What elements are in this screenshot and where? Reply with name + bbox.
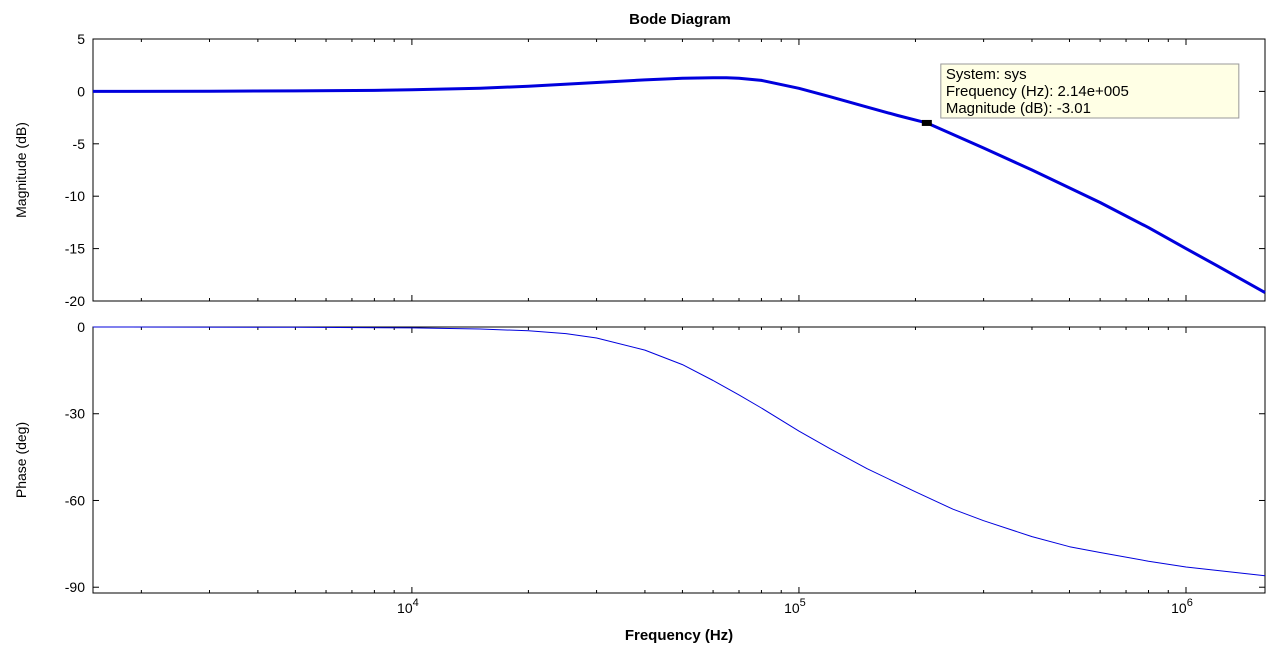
phase-ticks <box>93 326 1265 593</box>
x-tick-labels: 104 105 106 <box>397 597 1193 616</box>
y-tick-label: -5 <box>73 136 86 152</box>
magnitude-ticks <box>93 38 1265 302</box>
y-tick-label: -60 <box>65 492 85 508</box>
x-tick-label: 105 <box>784 597 806 616</box>
magnitude-y-tick-labels: 5 0 -5 -10 -15 -20 <box>65 31 85 309</box>
magnitude-y-axis-label: Magnitude (dB) <box>13 122 29 218</box>
phase-plot-area <box>92 326 1266 594</box>
x-axis-label: Frequency (Hz) <box>625 627 733 644</box>
y-tick-label: -30 <box>65 406 85 422</box>
phase-panel: 0 -30 -60 -90 Phase (deg) <box>13 319 1266 595</box>
y-tick-label: -20 <box>65 293 85 309</box>
phase-curve <box>92 326 1266 577</box>
magnitude-curve <box>92 76 1266 294</box>
datatip-background <box>940 63 1240 119</box>
y-tick-label: 5 <box>77 31 85 47</box>
x-tick-label: 104 <box>397 597 419 616</box>
y-tick-label: -90 <box>65 579 85 595</box>
magnitude-panel: 5 0 -5 -10 -15 -20 Magnitude (dB) System: sys… <box>13 31 1266 309</box>
y-tick-label: -10 <box>65 188 85 204</box>
phase-y-axis-label: Phase (deg) <box>13 422 29 498</box>
datatip-magnitude-line: Magnitude (dB): -3.01 <box>946 100 1091 117</box>
datatip-marker[interactable] <box>921 119 932 126</box>
y-tick-label: 0 <box>77 83 85 99</box>
chart-title: Bode Diagram <box>629 11 731 28</box>
datatip-system-line: System: sys <box>946 66 1027 83</box>
y-tick-label: 0 <box>77 319 85 335</box>
phase-y-tick-labels: 0 -30 -60 -90 <box>65 319 85 595</box>
y-tick-label: -15 <box>65 241 85 257</box>
datatip-box[interactable]: System: sys Frequency (Hz): 2.14e+005 Ma… <box>940 63 1240 119</box>
x-tick-label: 106 <box>1171 597 1193 616</box>
datatip-frequency-line: Frequency (Hz): 2.14e+005 <box>946 83 1129 100</box>
